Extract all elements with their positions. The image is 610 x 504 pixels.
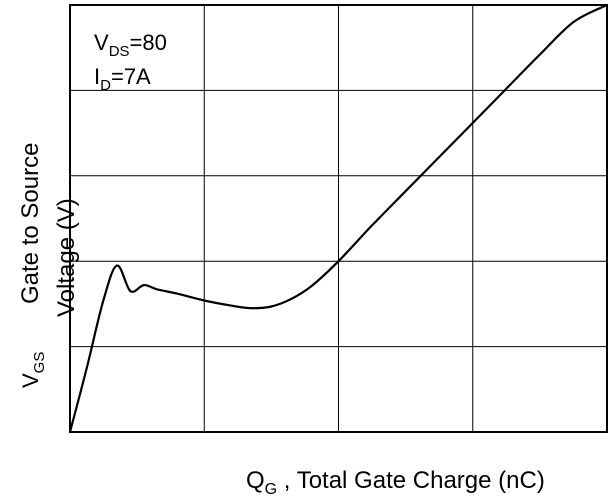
annotation-vds-main: V: [94, 30, 109, 55]
annotation-id: ID=7A: [94, 64, 151, 94]
series-line: [68, 4, 608, 433]
annotation-vds-sub: DS: [109, 43, 130, 60]
annotation-id-value: =7A: [111, 64, 151, 89]
x-axis-label-sub: G: [265, 481, 277, 498]
y-axis-label-main: V: [18, 373, 43, 388]
annotation-vds-value: =80: [130, 30, 167, 55]
y-axis-label-line1: Gate to Source: [17, 143, 44, 304]
y-axis-label-sub: GS: [31, 352, 48, 374]
x-axis-label-main: Q: [246, 467, 265, 494]
x-axis-label: QG , Total Gate Charge (nC): [246, 467, 545, 498]
plot-frame: [69, 4, 608, 433]
annotation-id-main: I: [94, 64, 100, 89]
y-axis-label-symbol: VGS: [18, 352, 48, 388]
annotation-id-sub: D: [100, 77, 111, 94]
x-axis-label-rest: , Total Gate Charge (nC): [277, 467, 545, 494]
annotation-vds: VDS=80: [94, 30, 167, 60]
y-axis-label-line2: Voltage (V): [53, 198, 80, 317]
